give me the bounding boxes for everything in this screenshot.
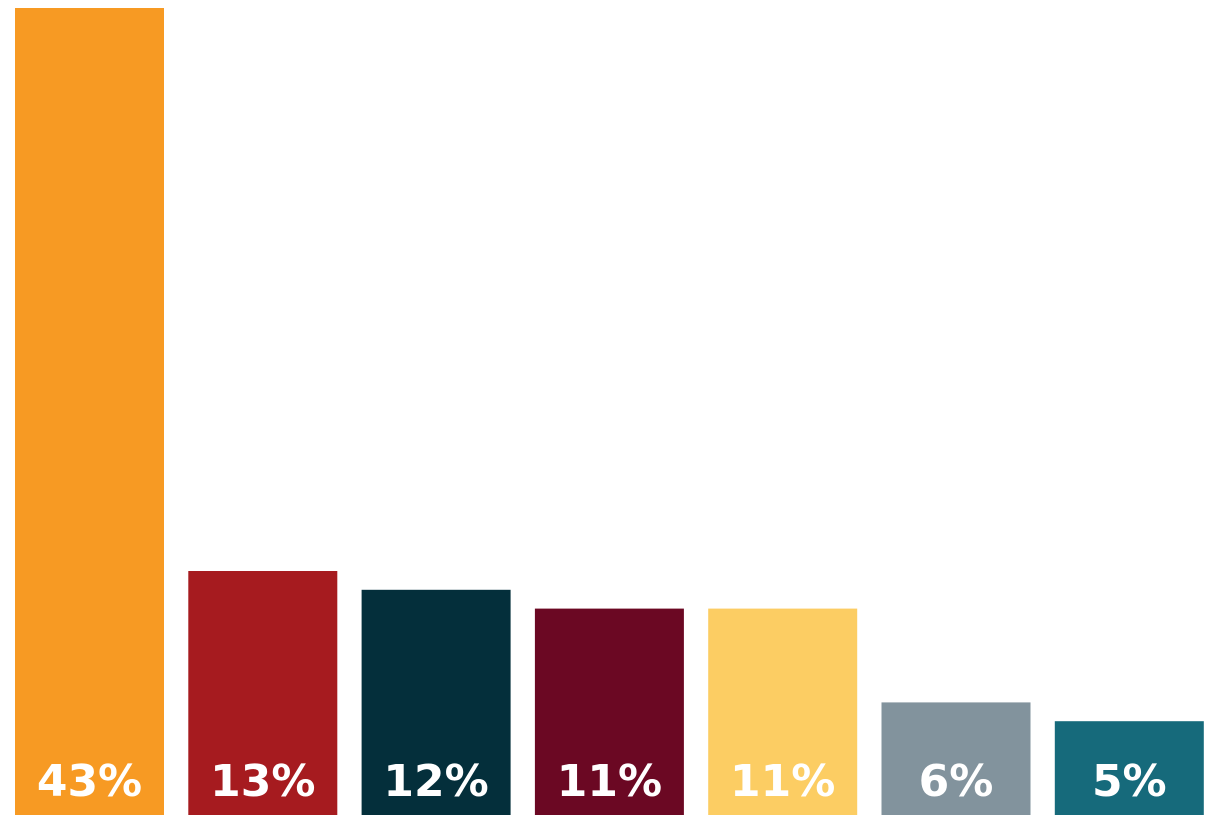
bar-value-label-2: 13% bbox=[210, 756, 315, 807]
bar-1 bbox=[15, 8, 164, 815]
bar-value-label-3: 12% bbox=[383, 756, 488, 807]
bar-value-label-6: 6% bbox=[919, 756, 994, 807]
bar-value-label-7: 5% bbox=[1092, 756, 1167, 807]
bar-value-label-1: 43% bbox=[37, 756, 142, 807]
bar-5 bbox=[708, 608, 858, 815]
bar-6 bbox=[881, 702, 1031, 815]
bar-2 bbox=[188, 571, 338, 815]
bar-3 bbox=[361, 589, 511, 815]
data-labels-group: 43% 13% 12% 11% 11% 6% 5% bbox=[37, 756, 1167, 807]
bar-4 bbox=[534, 608, 684, 815]
bar-7 bbox=[1054, 721, 1204, 815]
bar-value-label-5: 11% bbox=[730, 756, 835, 807]
bar-value-label-4: 11% bbox=[557, 756, 662, 807]
bars-group bbox=[15, 8, 1204, 815]
